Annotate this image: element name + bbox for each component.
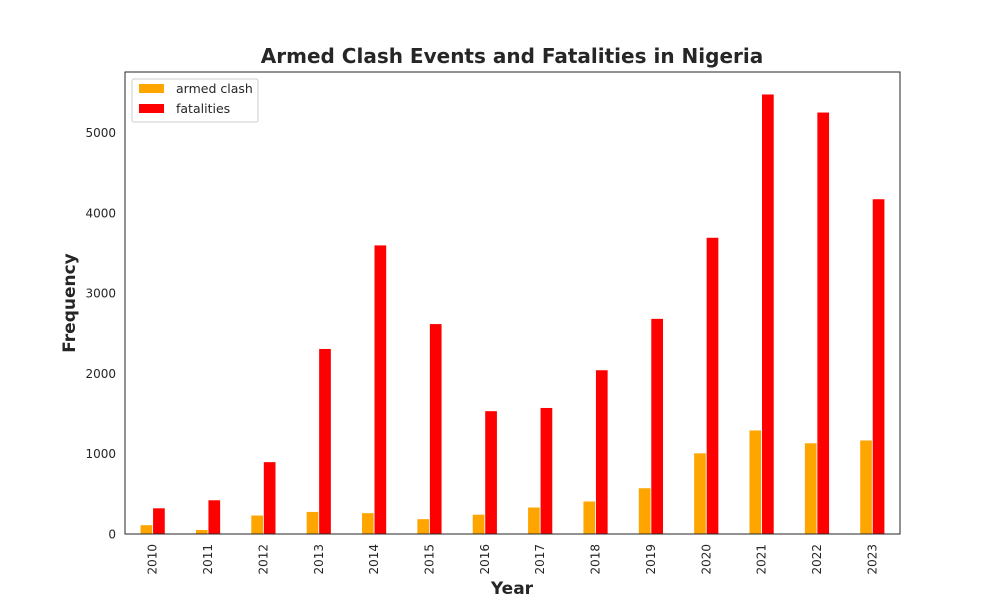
bar-fatalities-2015 [429, 323, 443, 535]
y-axis-label: Frequency [60, 253, 80, 353]
x-tick-label-2022: 2022 [810, 544, 824, 575]
bar-fatalities-2016 [484, 410, 498, 535]
bar-fatalities-2023 [871, 198, 886, 535]
y-tick-label-3000: 3000 [85, 287, 116, 301]
x-tick-label-2013: 2013 [312, 544, 326, 575]
bar-armed-clash-2019 [637, 487, 652, 535]
chart-title: Armed Clash Events and Fatalities in Nig… [261, 44, 763, 68]
x-tick-label-2019: 2019 [644, 544, 658, 575]
x-tick-label-2016: 2016 [478, 544, 492, 575]
bar-armed-clash-2023 [859, 439, 873, 535]
bar-fatalities-2014 [373, 244, 388, 535]
bar-fatalities-2021 [761, 93, 775, 535]
x-tick-label-2014: 2014 [367, 544, 381, 575]
y-tick-label-4000: 4000 [85, 206, 116, 220]
y-tick-label-0: 0 [108, 528, 116, 542]
legend-swatch-fatalities [139, 104, 164, 113]
x-tick-label-2021: 2021 [755, 544, 769, 575]
bar-fatalities-2012 [262, 461, 277, 535]
x-tick-label-2023: 2023 [865, 544, 879, 575]
x-tick-label-2011: 2011 [201, 544, 215, 575]
x-tick-label-2015: 2015 [422, 544, 436, 575]
legend-label-armed-clash: armed clash [176, 81, 253, 96]
bars-layer [139, 93, 886, 535]
bar-fatalities-2017 [539, 407, 554, 535]
legend-swatch-armed-clash [139, 84, 164, 93]
bar-armed-clash-2021 [748, 429, 763, 535]
y-tick-label-2000: 2000 [85, 367, 116, 381]
bar-armed-clash-2010 [139, 524, 154, 535]
bar-armed-clash-2022 [804, 442, 818, 535]
bar-armed-clash-2017 [527, 506, 541, 535]
x-axis-label: Year [490, 579, 534, 599]
bar-fatalities-2020 [705, 236, 720, 535]
plot-frame [124, 71, 901, 535]
legend: armed clash fatalities [131, 78, 259, 123]
legend-label-fatalities: fatalities [176, 101, 230, 116]
bar-armed-clash-2015 [416, 518, 430, 535]
bar-armed-clash-2016 [471, 513, 486, 535]
bar-armed-clash-2012 [250, 514, 264, 535]
bar-armed-clash-2013 [305, 511, 320, 535]
y-axis-ticks: 0 1000 2000 3000 4000 5000 [85, 126, 116, 541]
bar-fatalities-2013 [318, 348, 332, 535]
x-axis-ticks: 2010 2011 2012 2013 2014 2015 2016 2017 2018 2019… [146, 544, 880, 575]
bar-fatalities-2022 [816, 111, 830, 535]
bar-fatalities-2010 [152, 507, 166, 535]
bar-armed-clash-2020 [693, 452, 707, 535]
bar-fatalities-2011 [207, 499, 221, 535]
x-tick-label-2020: 2020 [699, 544, 713, 575]
x-tick-label-2018: 2018 [589, 544, 603, 575]
x-tick-label-2012: 2012 [256, 544, 270, 575]
y-tick-label-1000: 1000 [85, 447, 116, 461]
bar-armed-clash-2011 [195, 529, 209, 535]
bar-armed-clash-2018 [582, 500, 596, 535]
bar-armed-clash-2014 [361, 512, 375, 535]
x-tick-label-2017: 2017 [533, 544, 547, 575]
bar-fatalities-2018 [595, 369, 609, 535]
y-tick-label-5000: 5000 [85, 126, 116, 140]
bar-fatalities-2019 [650, 318, 664, 535]
x-tick-label-2010: 2010 [146, 544, 160, 575]
